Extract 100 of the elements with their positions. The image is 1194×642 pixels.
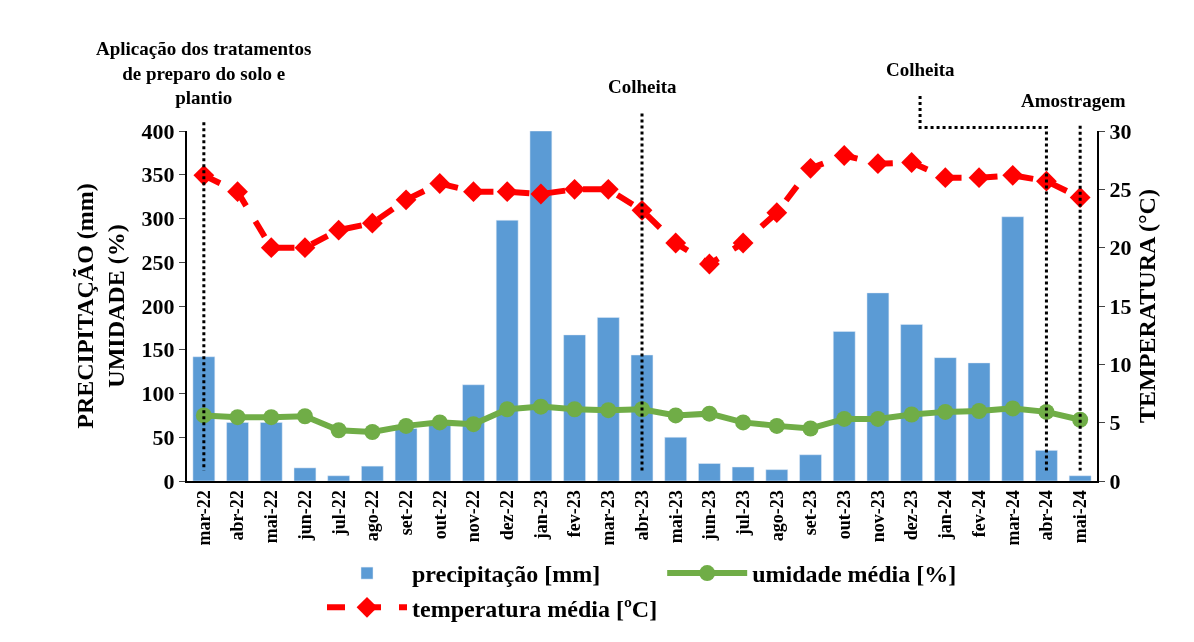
point: [229, 409, 246, 426]
ref-line-label: Colheita: [608, 76, 678, 97]
point: [431, 414, 448, 431]
point: [398, 417, 415, 434]
y2-tick-label: 30: [1109, 118, 1132, 144]
legend-label: precipitação [mm]: [412, 561, 601, 588]
y-tick-label: 50: [152, 424, 175, 450]
x-tick-label: jul-22: [328, 490, 349, 537]
x-tick-label: nov-23: [867, 490, 888, 543]
point: [395, 189, 417, 211]
x-tick-label: jun-23: [699, 490, 720, 542]
ref-line-label: Colheita: [886, 59, 956, 80]
x-tick-label: mai-24: [1070, 490, 1090, 544]
x-tick-label: ago-23: [766, 490, 787, 542]
y-tick-label: 350: [141, 162, 175, 188]
point: [294, 237, 316, 259]
bar: [1068, 475, 1092, 481]
point: [364, 424, 381, 440]
bar: [495, 220, 519, 481]
y2-tick-label: 5: [1109, 410, 1121, 436]
ref-line-label: Amostragem: [1021, 90, 1126, 111]
point: [496, 181, 518, 203]
x-tick-label: jun-22: [294, 490, 315, 542]
y-tick-label: 200: [141, 293, 175, 319]
y2-tick-label: 15: [1109, 293, 1132, 319]
point: [867, 153, 889, 175]
point: [903, 406, 920, 423]
bar: [731, 466, 755, 481]
bar: [866, 292, 890, 481]
x-tick-label: jul-23: [732, 490, 753, 537]
point: [667, 407, 684, 424]
point: [934, 167, 956, 189]
x-tick-label: jan-24: [935, 490, 956, 541]
point: [564, 178, 585, 200]
point: [330, 422, 347, 439]
bar: [361, 465, 384, 481]
y-tick-label: 250: [141, 249, 175, 275]
point: [836, 410, 853, 427]
point: [901, 152, 923, 173]
point: [263, 409, 280, 426]
point: [766, 202, 788, 224]
point: [328, 219, 350, 241]
point: [735, 414, 752, 431]
x-tick-label: set-22: [395, 490, 416, 536]
point: [701, 405, 718, 422]
y-tick-label: 0: [163, 468, 175, 494]
x-tick-label: mai-23: [665, 490, 686, 544]
point: [260, 237, 282, 259]
x-tick-label: fev-23: [564, 490, 585, 538]
bar: [597, 317, 620, 481]
point: [600, 402, 617, 419]
y-tick-label: 100: [141, 381, 175, 407]
y-tick-label: 150: [141, 337, 175, 363]
point: [463, 181, 484, 203]
x-tick-label: dez-23: [901, 490, 922, 541]
x-tick-label: fev-24: [968, 490, 989, 538]
bar: [226, 422, 249, 481]
point: [768, 417, 785, 434]
legend-label: umidade média [%]: [752, 561, 957, 588]
x-tick-label: out-23: [834, 490, 855, 540]
bar: [327, 475, 350, 481]
x-tick-label: ago-22: [362, 490, 383, 542]
bar: [563, 334, 586, 481]
x-tick-label: mai-22: [261, 490, 282, 544]
x-tick-label: mar-22: [193, 490, 214, 546]
point: [800, 157, 821, 179]
bar: [833, 331, 856, 481]
x-tick-label: mar-24: [1002, 490, 1023, 546]
point: [869, 410, 886, 427]
point: [1002, 164, 1024, 186]
y-tick-label: 400: [141, 118, 175, 144]
y2-tick-label: 10: [1109, 352, 1132, 378]
x-tick-label: jan-23: [530, 490, 551, 541]
point: [566, 401, 583, 418]
x-tick-label: set-23: [800, 490, 821, 536]
bar: [698, 463, 721, 481]
bar: [900, 324, 923, 481]
point: [597, 178, 619, 200]
bar: [967, 362, 991, 481]
point: [532, 398, 549, 415]
bar: [529, 131, 553, 481]
x-tick-label: abr-24: [1036, 490, 1057, 541]
ref-line-label: Aplicação dos tratamentos de preparo do solo e plantio: [96, 38, 312, 109]
point: [732, 232, 754, 254]
bar: [394, 428, 418, 481]
point: [968, 167, 990, 189]
y2-tick-label: 20: [1109, 235, 1132, 261]
point: [665, 232, 687, 254]
x-tick-label: out-22: [429, 490, 450, 540]
x-tick-label: abr-22: [227, 490, 248, 541]
point: [530, 183, 552, 205]
x-tick-label: dez-22: [497, 490, 518, 541]
point: [802, 420, 819, 437]
point: [361, 212, 383, 234]
bar: [664, 437, 687, 481]
x-tick-label: mar-23: [598, 490, 619, 546]
point: [1004, 400, 1021, 417]
bar: [428, 424, 451, 481]
x-tick-label: abr-23: [631, 490, 652, 541]
bar: [293, 467, 317, 481]
